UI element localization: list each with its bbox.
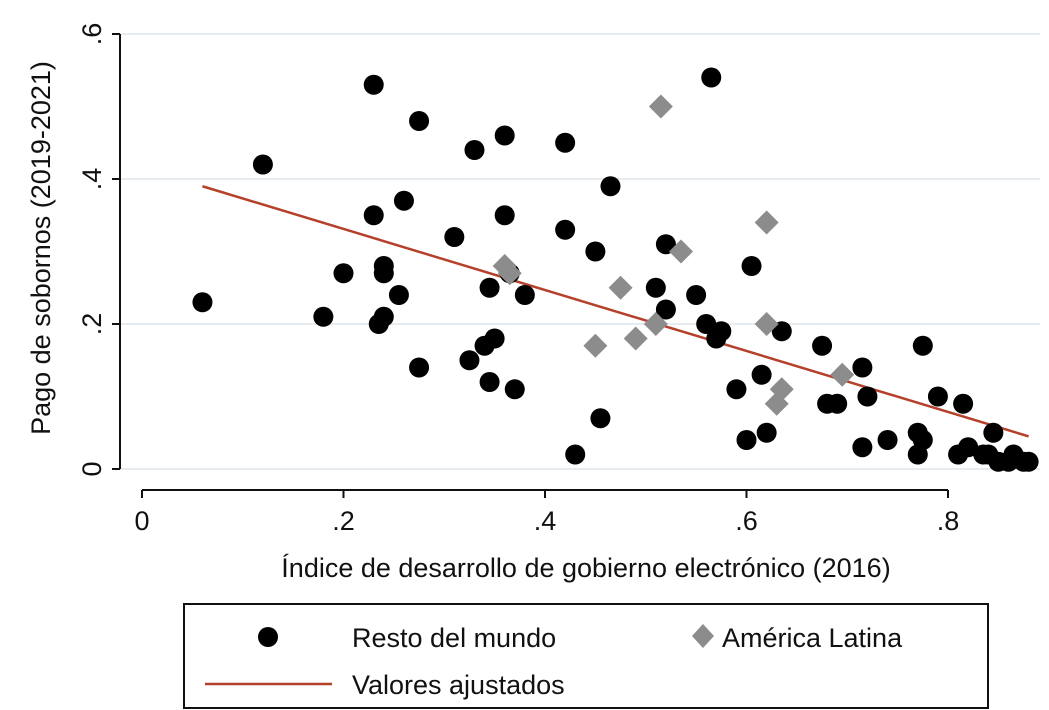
y-axis-title: Pago de sobornos (2019-2021) [26, 61, 56, 435]
point-resto-del-mundo [701, 67, 722, 88]
y-tick-label: .6 [77, 23, 107, 46]
y-tick-label: 0 [77, 461, 107, 476]
point-resto-del-mundo [585, 241, 606, 262]
point-resto-del-mundo [726, 379, 747, 400]
point-resto-del-mundo [812, 335, 833, 356]
point-america-latina [643, 312, 668, 336]
data-points [192, 67, 1039, 472]
point-america-latina [754, 210, 779, 235]
point-resto-del-mundo [655, 299, 676, 320]
point-resto-del-mundo [1018, 451, 1039, 472]
point-resto-del-mundo [363, 205, 384, 226]
point-resto-del-mundo [459, 350, 480, 371]
point-resto-del-mundo [912, 430, 933, 450]
point-resto-del-mundo [373, 306, 394, 327]
x-ticks: 0 .2 .4 .6 .8 [134, 490, 959, 536]
point-resto-del-mundo [373, 263, 394, 284]
x-axis-title: Índice de desarrollo de gobierno electró… [281, 553, 890, 583]
point-resto-del-mundo [479, 277, 500, 298]
x-tick-label: .2 [332, 506, 355, 536]
point-resto-del-mundo [953, 393, 974, 414]
point-america-latina [623, 326, 648, 351]
point-resto-del-mundo [600, 176, 621, 197]
legend-marker-diamond [692, 624, 714, 648]
point-resto-del-mundo [555, 219, 576, 240]
point-resto-del-mundo [827, 393, 848, 414]
point-resto-del-mundo [655, 234, 676, 255]
point-america-latina [669, 239, 694, 264]
point-america-latina [583, 333, 608, 358]
point-america-latina [830, 362, 855, 387]
point-resto-del-mundo [852, 437, 873, 458]
point-resto-del-mundo [877, 430, 898, 450]
legend-label-resto: Resto del mundo [352, 623, 556, 653]
x-tick-label: .8 [937, 506, 960, 536]
point-resto-del-mundo [479, 372, 500, 392]
point-resto-del-mundo [645, 277, 666, 298]
point-resto-del-mundo [857, 386, 878, 407]
point-resto-del-mundo [252, 154, 273, 175]
point-resto-del-mundo [736, 430, 757, 450]
point-resto-del-mundo [852, 357, 873, 378]
x-tick-label: .6 [735, 506, 758, 536]
point-resto-del-mundo [686, 285, 707, 305]
point-resto-del-mundo [504, 379, 525, 400]
point-resto-del-mundo [409, 111, 430, 131]
point-resto-del-mundo [514, 285, 535, 305]
point-resto-del-mundo [590, 408, 611, 429]
point-america-latina [497, 261, 522, 286]
legend-label-valores-ajustados: Valores ajustados [352, 670, 565, 700]
point-resto-del-mundo [444, 227, 465, 247]
point-america-latina [608, 275, 633, 300]
point-resto-del-mundo [555, 132, 576, 153]
legend-box [183, 603, 989, 709]
grid-lines [120, 33, 1040, 470]
point-america-latina [769, 377, 794, 402]
point-resto-del-mundo [388, 285, 409, 305]
point-resto-del-mundo [756, 422, 777, 443]
point-resto-del-mundo [494, 205, 515, 226]
point-resto-del-mundo [484, 328, 505, 349]
point-resto-del-mundo [393, 190, 414, 211]
point-resto-del-mundo [771, 321, 792, 342]
x-tick-label: .4 [534, 506, 557, 536]
y-tick-label: .4 [77, 168, 107, 191]
axes [119, 34, 948, 491]
point-resto-del-mundo [912, 335, 933, 356]
point-resto-del-mundo [696, 314, 717, 334]
point-resto-del-mundo [741, 256, 762, 276]
point-resto-del-mundo [363, 74, 384, 95]
point-resto-del-mundo [313, 306, 334, 327]
point-resto-del-mundo [565, 444, 586, 465]
legend-marker-circle [258, 627, 278, 647]
x-tick-label: 0 [134, 506, 149, 536]
legend-label-america-latina: América Latina [722, 623, 903, 653]
point-resto-del-mundo [464, 140, 485, 160]
point-resto-del-mundo [927, 386, 948, 407]
point-resto-del-mundo [711, 321, 732, 342]
point-resto-del-mundo [751, 364, 772, 385]
fitted-line [202, 185, 1029, 438]
point-resto-del-mundo [958, 437, 979, 458]
point-america-latina [648, 94, 673, 119]
y-ticks: 0 .2 .4 .6 [77, 23, 120, 477]
legend: Resto del mundo América Latina Valores a… [183, 603, 989, 709]
point-resto-del-mundo [192, 292, 213, 313]
point-america-latina [754, 312, 779, 336]
y-tick-label: .2 [77, 313, 107, 336]
point-resto-del-mundo [409, 357, 430, 378]
point-resto-del-mundo [494, 125, 515, 146]
point-resto-del-mundo [983, 422, 1004, 443]
fitted-line-layer [202, 185, 1029, 438]
point-resto-del-mundo [333, 263, 354, 284]
